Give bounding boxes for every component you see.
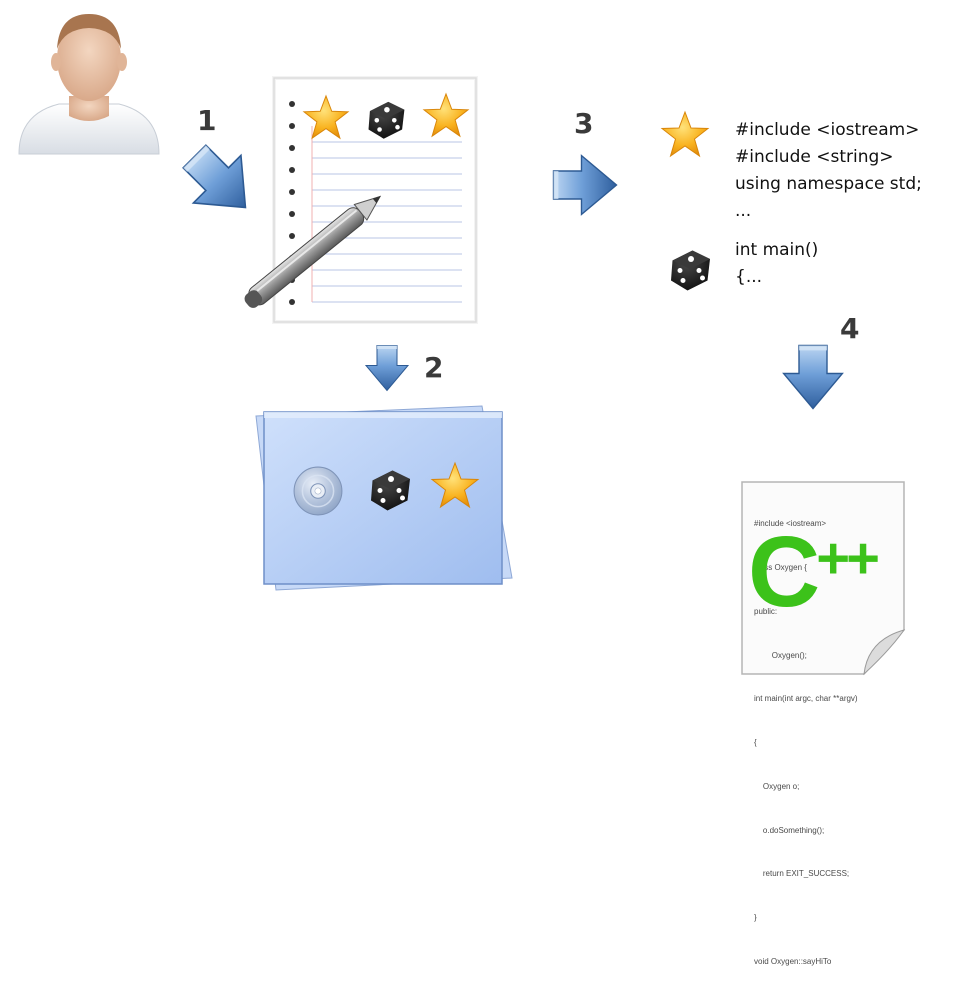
code-snippet-block-1: #include <iostream> #include <string> us…: [735, 117, 922, 225]
arrow-icon: [778, 342, 848, 412]
code-line: Oxygen();: [754, 650, 807, 660]
cpp-logo-text: C++: [748, 516, 880, 628]
cd-disc-icon: [292, 465, 344, 517]
star-icon: [422, 92, 470, 140]
step-number-4: 4: [840, 312, 860, 345]
step-number-3: 3: [574, 107, 594, 140]
cpp-logo-plus: ++: [816, 526, 880, 591]
code-line: int main(): [735, 240, 819, 260]
code-line: ...: [735, 201, 752, 221]
star-icon: [302, 94, 350, 142]
code-line: {...: [735, 267, 763, 287]
step-number-2: 2: [424, 351, 444, 384]
code-line: #include <iostream>: [754, 519, 827, 529]
code-line: return EXIT_SUCCESS;: [754, 869, 850, 879]
code-line: }: [754, 913, 757, 923]
code-line: int main(int argc, char **argv): [754, 694, 858, 704]
code-line: o.doSomething();: [754, 825, 825, 835]
code-line: #include <iostream>: [735, 120, 920, 140]
star-icon: [430, 461, 480, 511]
code-line: class Oxygen {: [754, 562, 807, 572]
code-line: using namespace std;: [735, 174, 922, 194]
user-avatar-icon: [14, 4, 164, 159]
pencil-icon: [224, 170, 404, 330]
code-snippet-block-2: int main() {...: [735, 237, 818, 291]
code-line: #include <string>: [735, 147, 894, 167]
step-number-1: 1: [197, 104, 217, 137]
star-icon: [660, 110, 710, 160]
dice-icon: [660, 243, 720, 293]
code-line: void Oxygen::sayHiTo: [754, 957, 832, 966]
code-line: {: [754, 738, 757, 748]
dice-icon: [360, 463, 420, 513]
cpp-logo-letter: C: [748, 516, 820, 628]
dice-icon: [360, 95, 412, 141]
cpp-file-icon: #include <iostream> class Oxygen { publi…: [740, 480, 908, 966]
arrow-icon: [550, 150, 620, 220]
cpp-logo: C++: [748, 522, 880, 622]
code-line: Oxygen o;: [754, 781, 800, 791]
code-line: public:: [754, 606, 778, 616]
arrow-icon: [362, 343, 412, 393]
